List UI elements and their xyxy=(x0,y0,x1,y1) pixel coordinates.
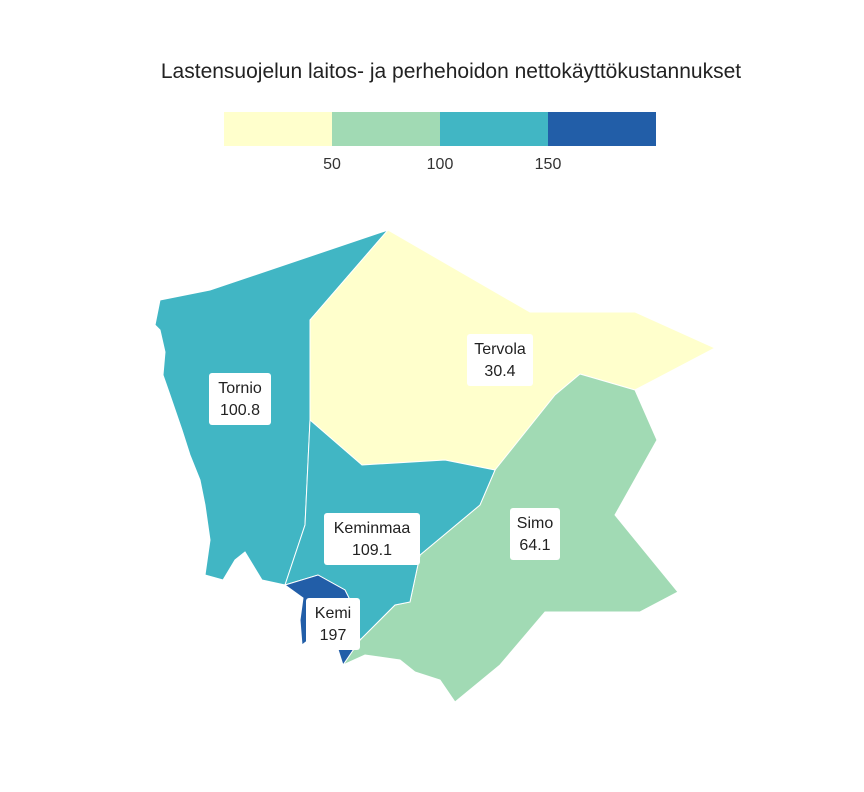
label-kemi-value: 197 xyxy=(320,627,347,644)
label-tervola-value: 30.4 xyxy=(484,363,515,380)
label-kemi-name: Kemi xyxy=(315,605,351,622)
region-labels: Tornio 100.8 Tervola 30.4 Simo 64.1 Kemi… xyxy=(209,334,560,650)
legend-bin-2 xyxy=(332,112,440,146)
legend-tick-150: 150 xyxy=(535,156,562,173)
legend-bin-3 xyxy=(440,112,548,146)
label-tornio-name: Tornio xyxy=(218,380,262,397)
label-simo: Simo 64.1 xyxy=(510,508,560,560)
label-keminmaa: Keminmaa 109.1 xyxy=(324,513,420,565)
label-tervola: Tervola 30.4 xyxy=(467,334,533,386)
label-simo-value: 64.1 xyxy=(519,537,550,554)
label-simo-name: Simo xyxy=(517,515,554,532)
map-regions xyxy=(154,228,717,703)
legend-bin-1 xyxy=(224,112,332,146)
legend: 50 100 150 xyxy=(224,112,656,173)
label-kemi: Kemi 197 xyxy=(306,598,360,650)
label-tervola-name: Tervola xyxy=(474,341,526,358)
label-keminmaa-name: Keminmaa xyxy=(334,520,411,537)
label-tornio: Tornio 100.8 xyxy=(209,373,271,425)
legend-tick-50: 50 xyxy=(323,156,341,173)
map-title: Lastensuojelun laitos- ja perhehoidon ne… xyxy=(161,60,741,83)
label-tornio-value: 100.8 xyxy=(220,402,260,419)
label-keminmaa-value: 109.1 xyxy=(352,542,392,559)
legend-bin-4 xyxy=(548,112,656,146)
legend-tick-100: 100 xyxy=(427,156,454,173)
